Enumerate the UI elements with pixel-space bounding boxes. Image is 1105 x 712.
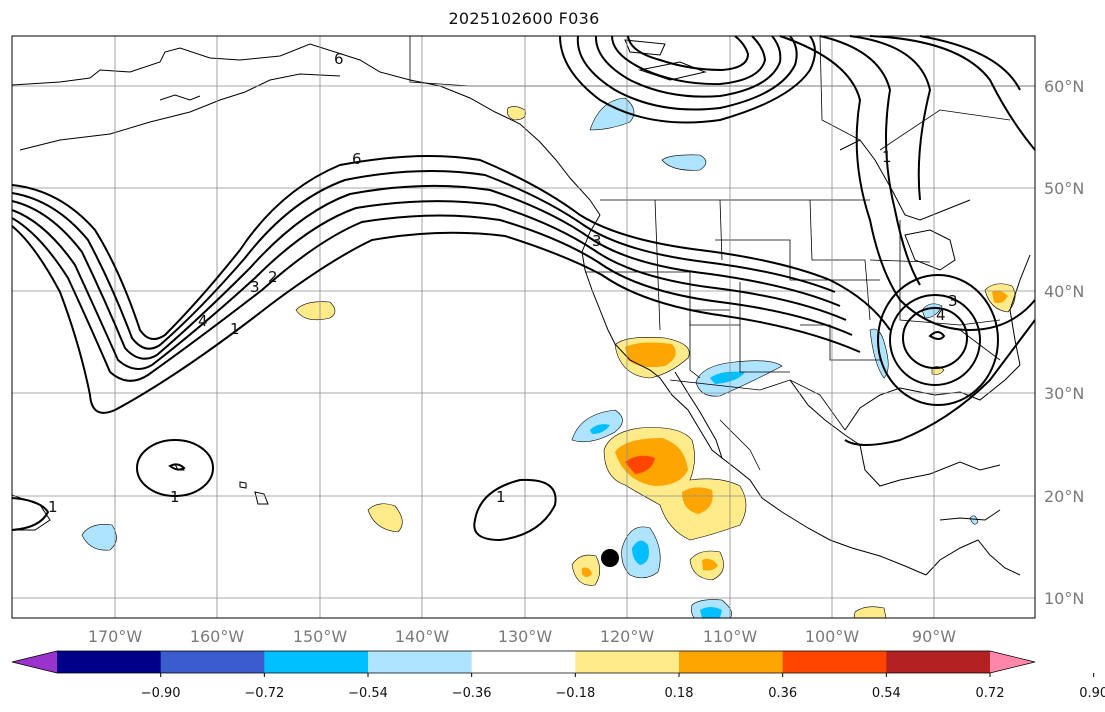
colorbar-swatch [471, 651, 576, 673]
contour-label: 3 [592, 232, 602, 250]
colorbar-swatch [679, 651, 784, 673]
lon-label: 90°W [912, 627, 956, 646]
contour-label: 1 [496, 488, 506, 506]
colorbar-swatch [368, 651, 473, 673]
longitude-labels: 170°W 160°W 150°W 140°W 130°W 120°W 110°… [88, 627, 956, 646]
lat-label: 10°N [1044, 589, 1084, 608]
colorbar-tick-label: −0.72 [244, 686, 284, 701]
contour-label: 1 [170, 488, 180, 506]
pos-patch [625, 455, 655, 474]
contour-label: 3 [250, 278, 260, 296]
colorbar-swatch [782, 651, 887, 673]
lon-label: 170°W [88, 627, 143, 646]
map-title: 2025102600 F036 [448, 9, 600, 28]
lat-label: 60°N [1044, 77, 1084, 96]
neg-patch [661, 154, 707, 171]
pos-patch [625, 342, 676, 368]
map-frame [11, 35, 1036, 619]
colorbar-swatch [57, 651, 162, 673]
graticule [12, 36, 1035, 618]
neg-patch [695, 360, 783, 397]
lon-label: 160°W [190, 627, 245, 646]
pos-patch [582, 567, 592, 577]
colorbar-tick-label: 0.18 [665, 686, 694, 701]
pos-patch [992, 290, 1008, 304]
borders [409, 35, 1035, 471]
lon-label: 130°W [498, 627, 553, 646]
lon-label: 110°W [703, 627, 758, 646]
colorbar-ticks: −0.90 −0.72 −0.54 −0.36 −0.18 0.18 0.36 0.54 0.7… [141, 673, 1105, 701]
pos-patch [853, 606, 887, 619]
colorbar-extend-high [990, 651, 1035, 673]
lon-label: 120°W [600, 627, 655, 646]
colorbar-tick-label: −0.54 [348, 686, 388, 701]
contour-label: 4 [936, 306, 946, 324]
lat-label: 50°N [1044, 179, 1084, 198]
contour-label: 3 [948, 292, 958, 310]
colorbar-swatch [886, 651, 991, 673]
lon-label: 100°W [805, 627, 860, 646]
pos-patch [702, 558, 718, 571]
colorbar-tick-label: −0.36 [452, 686, 492, 701]
contour-labels: 6 6 4 3 2 1 1 1 1 3 3 4 1 [48, 50, 958, 516]
neg-patch [969, 515, 979, 525]
colorbar-swatch [264, 651, 369, 673]
contour-label: 6 [352, 150, 362, 168]
contour-label: 1 [230, 320, 240, 338]
pos-patch [506, 106, 526, 121]
colorbar-tick-label: −0.90 [141, 686, 181, 701]
colorbar-tick-label: 0.72 [976, 686, 1005, 701]
storm-marker [601, 549, 619, 567]
colorbar-tick-label: 0.54 [872, 686, 901, 701]
colorbar-outline [11, 650, 1036, 674]
pos-patch [682, 487, 713, 514]
contour-label: 2 [268, 268, 278, 286]
neg-patch [589, 97, 635, 131]
lon-label: 150°W [293, 627, 348, 646]
colorbar-tick-label: 0.36 [768, 686, 797, 701]
contours [11, 35, 1036, 542]
neg-patch [632, 540, 649, 565]
colorbar-tick-label: 0.90 [1079, 686, 1105, 701]
contour-label: 4 [198, 312, 208, 330]
map-background [12, 36, 1035, 618]
neg-patch [710, 371, 745, 384]
contour-label: 6 [334, 50, 344, 68]
pos-patch [367, 503, 403, 533]
colorbar-swatch [575, 651, 680, 673]
colorbar [11, 650, 1036, 674]
lat-label: 30°N [1044, 384, 1084, 403]
shaded-field [81, 97, 1016, 619]
contour-label: 1 [48, 498, 58, 516]
neg-patch [590, 424, 610, 434]
neg-patch [81, 524, 117, 551]
colorbar-swatch [160, 651, 265, 673]
lat-label: 20°N [1044, 487, 1084, 506]
pos-patch [295, 301, 336, 321]
latitude-labels: 60°N 50°N 40°N 30°N 20°N 10°N [1044, 77, 1084, 608]
contour-label: 1 [882, 148, 892, 166]
colorbar-extend-low [12, 651, 57, 673]
colorbar-tick-label: −0.18 [555, 686, 595, 701]
lat-label: 40°N [1044, 282, 1084, 301]
lon-label: 140°W [395, 627, 450, 646]
neg-patch [700, 607, 722, 618]
